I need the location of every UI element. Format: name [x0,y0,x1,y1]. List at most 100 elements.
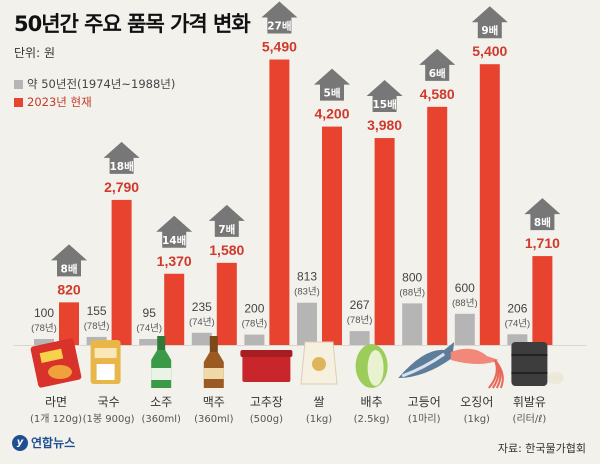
category-unit-label: (360ml) [194,414,234,425]
old-year-label: (74년) [505,318,531,329]
soju-icon [151,336,172,388]
multiplier-label: 5배 [324,87,341,100]
multiplier-label: 6배 [429,67,446,80]
legend-new-swatch [14,97,23,107]
old-value-label: 95 [143,306,157,320]
new-bar [59,302,79,345]
new-value-label: 2,790 [104,179,139,195]
category-unit-label: (2.5kg) [354,414,390,425]
old-value-label: 267 [350,298,370,312]
multiplier-label: 14배 [162,234,186,247]
category-group-5: 813 (83년) 4,200 5배쌀 (1kg) [294,68,350,425]
multiplier-arrow-icon [156,215,193,248]
old-year-label: (83년) [294,287,320,298]
squid-icon [450,348,504,389]
category-unit-label: (360ml) [141,414,181,425]
old-year-label: (78년) [84,321,110,332]
old-year-label: (78년) [347,315,373,326]
old-value-label: 155 [87,304,107,318]
logo-mark-icon: y [12,434,28,451]
new-bar [216,262,237,345]
category-label: 소주 [150,395,172,409]
category-label: 오징어 [460,395,493,409]
category-label: 고추장 [250,395,283,409]
legend-old-label: 약 50년전(1974년~1988년) [27,77,176,91]
old-bar [244,334,265,345]
multiplier-arrow-icon [524,198,561,231]
new-value-label: 820 [57,281,81,297]
new-value-label: 1,710 [525,235,560,251]
category-label: 라면 [45,395,67,409]
logo-text: 연합뉴스 [31,436,76,450]
cabbage-icon [355,344,388,388]
category-unit-label: (1kg) [306,414,332,425]
multiplier-arrow-icon [103,141,140,174]
old-year-label: (88년) [399,287,425,298]
old-bar [402,303,423,345]
new-bar [164,273,185,345]
old-bar [34,339,54,345]
baseline [14,345,586,346]
old-value-label: 600 [455,281,475,295]
old-year-label: (88년) [452,298,478,309]
multiplier-arrow-icon [51,244,87,277]
rice-icon [300,341,338,385]
old-bar [454,313,475,345]
new-bar [532,256,553,345]
category-unit-label: (1마리) [408,413,441,425]
chart-title: 50년간 주요 품목 가격 변화 [14,12,251,36]
old-year-label: (74년) [189,317,215,328]
multiplier-arrow-icon [366,80,403,113]
old-bar [507,334,528,345]
new-value-label: 5,490 [262,39,297,55]
multiplier-arrow-icon [261,1,298,34]
oil-drum-icon [511,342,564,386]
new-value-label: 1,370 [157,253,192,269]
category-label: 국수 [98,395,120,409]
category-label: 고등어 [408,395,441,409]
multiplier-arrow-icon [208,204,245,237]
multiplier-arrow-icon [314,68,350,101]
old-bar [191,332,212,345]
old-year-label: (78년) [31,323,57,334]
category-unit-label: (리터/ℓ) [513,413,547,425]
old-bar [349,331,370,345]
category-unit-label: (1봉 900g) [83,413,135,425]
new-bar [269,59,290,346]
new-bar [374,138,395,345]
new-value-label: 5,400 [472,43,507,59]
multiplier-label: 27배 [267,20,291,33]
category-label: 쌀 [313,395,324,409]
new-value-label: 4,580 [420,86,455,102]
old-value-label: 206 [507,301,527,315]
multiplier-label: 8배 [534,216,551,229]
multiplier-label: 15배 [372,98,396,111]
mackerel-icon [398,342,455,378]
old-bar [297,302,317,345]
new-bar [322,126,342,345]
new-value-label: 1,580 [209,242,244,258]
category-label: 배추 [361,395,383,409]
legend-old-swatch [14,79,23,89]
multiplier-arrow-icon [419,48,456,81]
multiplier-label: 8배 [61,262,78,275]
old-year-label: (74년) [136,323,162,334]
new-value-label: 3,980 [367,117,402,133]
multiplier-arrow-icon [471,6,508,39]
legend-old: 약 50년전(1974년~1988년) [14,76,175,92]
category-unit-label: (500g) [250,414,283,425]
logo: y 연합뉴스 [12,434,75,451]
new-bar [479,64,500,345]
old-bar [139,339,160,345]
source-note: 자료: 한국물가협회 [497,442,586,455]
new-value-label: 4,200 [314,106,349,122]
